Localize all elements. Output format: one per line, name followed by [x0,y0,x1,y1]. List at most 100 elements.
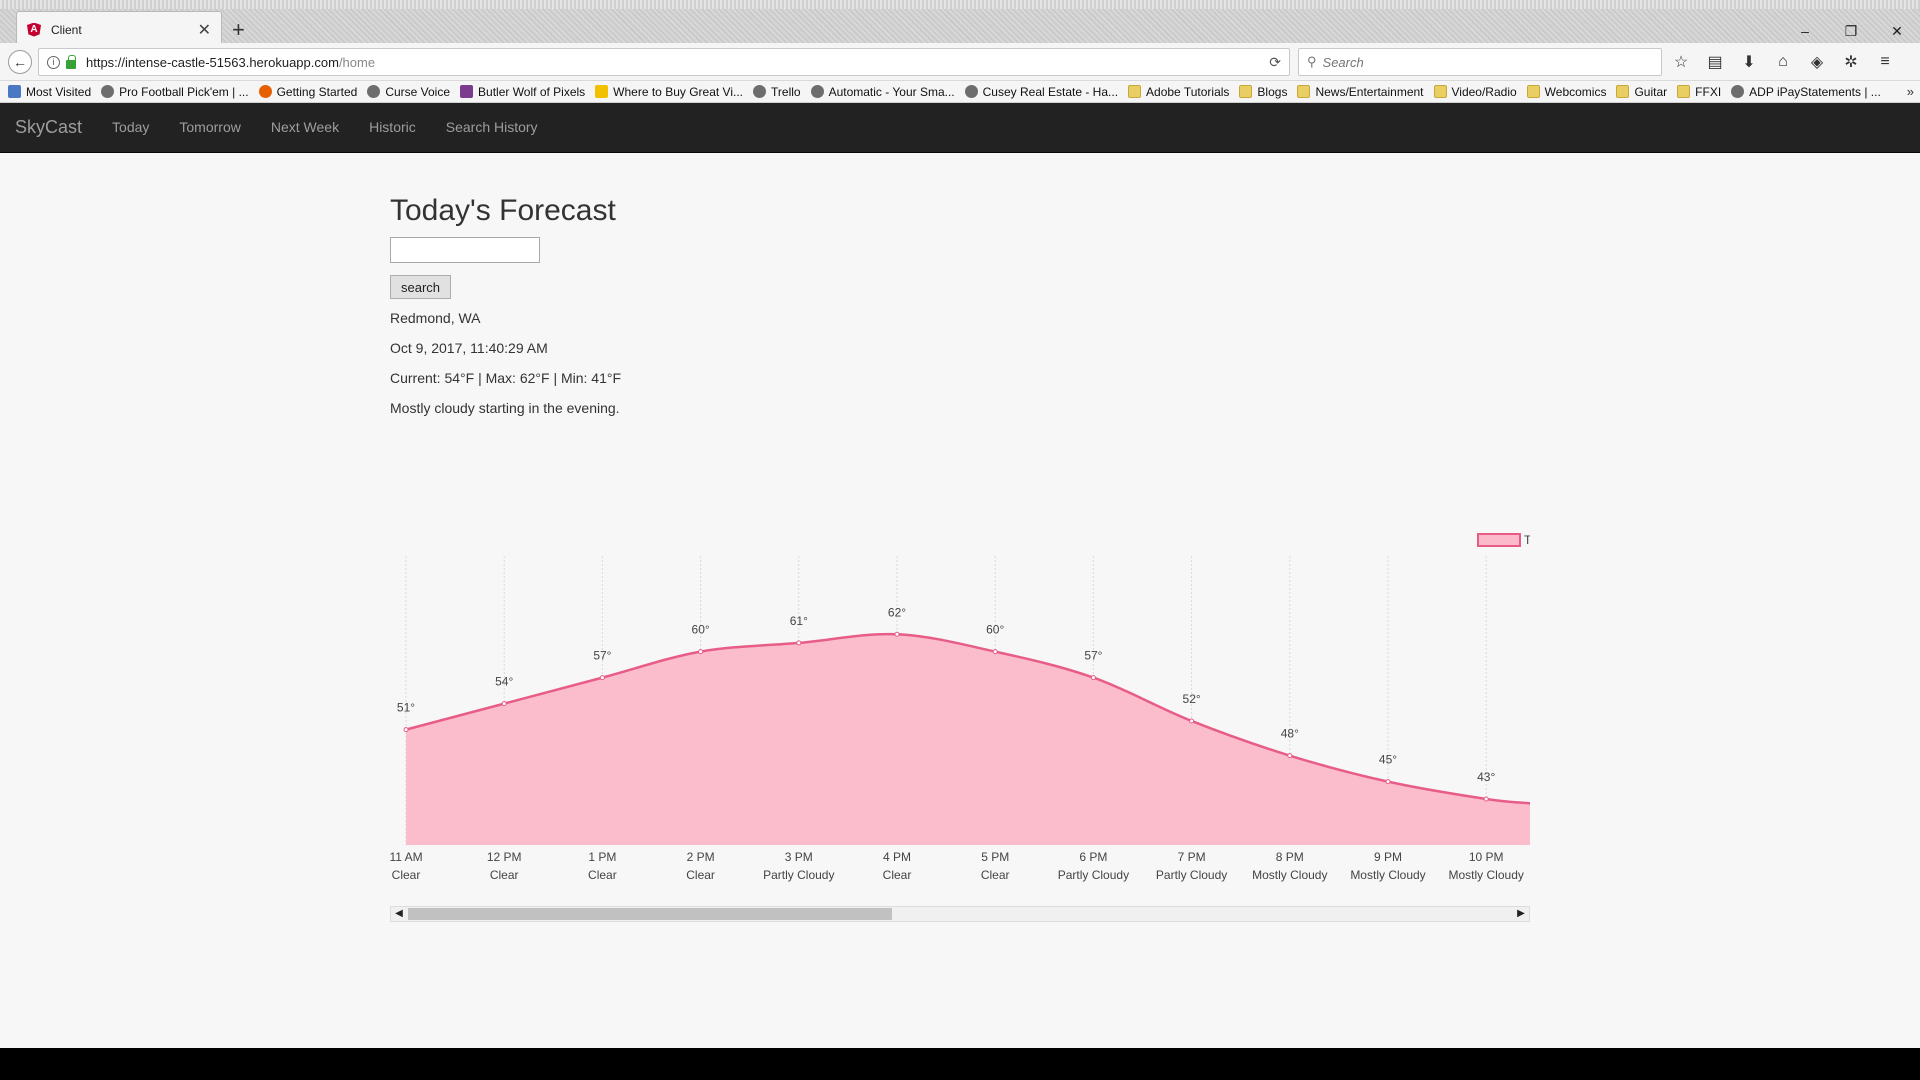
back-arrow-icon[interactable]: ← [8,50,32,74]
bookmark-item[interactable]: Curse Voice [367,85,450,99]
minimize-icon[interactable]: – [1801,23,1809,39]
x-tick-label: 8 PM [1276,850,1304,864]
x-tick-label: 11 AM [390,850,423,864]
search-button[interactable]: search [390,275,452,299]
folder-icon [1128,85,1142,98]
data-label: 57° [1084,649,1102,663]
bookmark-item[interactable]: Webcomics [1526,85,1606,99]
globe-icon [1731,85,1745,98]
extension-icon[interactable]: ✲ [1844,54,1858,71]
data-label: 62° [888,605,906,619]
scroll-right-arrow-icon[interactable]: ▶ [1517,908,1525,919]
data-label: 43° [1477,770,1495,784]
condition-label: Partly Cloudy [1156,868,1227,882]
x-tick-label: 9 PM [1374,850,1402,864]
data-label: 48° [1281,727,1299,741]
browser-search-input[interactable] [1322,54,1623,70]
page-title: Today's Forecast [390,194,616,227]
bookmark-item[interactable]: Cusey Real Estate - Ha... [964,85,1118,99]
x-tick-label: 7 PM [1178,850,1206,864]
bookmark-item[interactable]: Guitar [1616,85,1667,99]
bookmark-item[interactable]: ADP iPayStatements | ... [1731,85,1881,99]
bookmark-label: FFXI [1695,84,1722,99]
data-point [1483,796,1489,802]
wolf-icon [460,85,474,98]
folder-icon [1433,85,1447,98]
city-search-input[interactable] [390,237,540,263]
pocket-icon[interactable]: ◈ [1810,54,1824,71]
bookmark-item[interactable]: Automatic - Your Sma... [810,85,955,99]
bookmark-item[interactable]: Adobe Tutorials [1128,85,1229,99]
nav-next-week[interactable]: Next Week [270,118,340,135]
browser-tab[interactable]: A Client ✕ [16,11,222,47]
brand-logo[interactable]: SkyCast [15,117,83,137]
bookmark-label: Butler Wolf of Pixels [478,84,586,99]
search-icon: ⚲ [1307,54,1317,69]
bookmark-item[interactable]: Video/Radio [1433,85,1517,99]
bookmark-label: News/Entertainment [1315,84,1424,99]
bookmark-item[interactable]: Where to Buy Great Vi... [595,85,743,99]
folder-icon [1239,85,1253,98]
chevron-more-icon[interactable]: » [1906,84,1914,99]
bookmark-item[interactable]: Getting Started [258,84,358,99]
url-text[interactable]: https://intense-castle-51563.herokuapp.c… [86,55,375,70]
nav-search-history[interactable]: Search History [445,118,538,135]
bookmark-item[interactable]: Blogs [1239,85,1287,99]
close-tab-icon[interactable]: ✕ [197,21,211,39]
data-label: 52° [1183,692,1201,706]
bookmarks-list: Most Visited Pro Football Pick'em | ... Ge… [8,85,1891,99]
star-bookmark-icon[interactable]: ☆ [1673,54,1689,71]
chart-horizontal-scrollbar[interactable]: ◀ ▶ [390,906,1530,922]
x-tick-label: 12 PM [487,850,522,864]
browser-search-box[interactable]: ⚲ [1298,48,1662,76]
data-label: 61° [790,614,808,628]
folder-icon [1526,85,1540,98]
home-icon[interactable]: ⌂ [1778,53,1788,70]
url-bar[interactable]: i https://intense-castle-51563.herokuapp… [38,48,1290,76]
data-label: 60° [692,623,710,637]
nav-today[interactable]: Today [112,118,150,135]
toolbar-icons: ☆ ▤ ⬇ ⌂ ◈ ✲ ≡ [1670,51,1896,73]
app-nav: Today Tomorrow Next Week Historic Search His… [112,119,568,137]
info-icon[interactable]: i [47,55,60,69]
condition-label: Partly Cloudy [763,868,834,882]
globe-icon [101,85,115,98]
bookmarks-bar: Most Visited Pro Football Pick'em | ... Ge… [0,81,1920,103]
tab-strip: A Client ✕ + – ❐ ✕ [0,9,1920,47]
condition-label: Clear [981,868,1010,882]
bookmark-item[interactable]: Pro Football Pick'em | ... [101,85,249,99]
data-label: 60° [986,623,1004,637]
scroll-left-arrow-icon[interactable]: ◀ [395,908,403,919]
bookmark-item[interactable]: Butler Wolf of Pixels [460,85,585,99]
legend-label: T [1524,533,1530,547]
bookmark-item[interactable]: Most Visited [8,85,91,99]
data-point [1287,753,1293,759]
condition-label: Mostly Cloudy [1449,868,1524,882]
bookmark-label: Curse Voice [385,84,451,99]
nav-tomorrow[interactable]: Tomorrow [179,118,241,135]
lock-icon [66,54,76,69]
data-point [403,727,409,733]
app-viewport: SkyCast Today Tomorrow Next Week Historic Se… [0,103,1920,1048]
data-point [698,649,704,655]
bookmark-label: Most Visited [26,84,92,99]
new-tab-icon[interactable]: + [232,17,245,42]
data-point [1189,718,1195,724]
bookmark-label: Blogs [1257,84,1288,99]
restore-icon[interactable]: ❐ [1844,22,1858,39]
scrollbar-thumb[interactable] [408,908,892,920]
close-window-icon[interactable]: ✕ [1891,22,1903,39]
bookmark-label: Getting Started [276,84,358,99]
menu-icon[interactable]: ≡ [1880,53,1890,70]
temperature-chart: 51° 11 AM Clear 54° 12 PM Clear 57° 1 PM Clear 60… [390,533,1530,882]
app-navbar: SkyCast Today Tomorrow Next Week Historic Se… [0,103,1920,153]
bookmark-item[interactable]: FFXI [1677,85,1721,99]
bookmark-item[interactable]: News/Entertainment [1297,84,1424,99]
library-icon[interactable]: ▤ [1707,54,1723,71]
reload-icon[interactable]: ⟳ [1269,53,1281,70]
bookmark-item[interactable]: Trello [753,85,801,99]
nav-historic[interactable]: Historic [369,118,416,135]
weather-summary: Mostly cloudy starting in the evening. [390,400,620,416]
folder-icon [1297,85,1311,98]
download-icon[interactable]: ⬇ [1742,54,1756,71]
